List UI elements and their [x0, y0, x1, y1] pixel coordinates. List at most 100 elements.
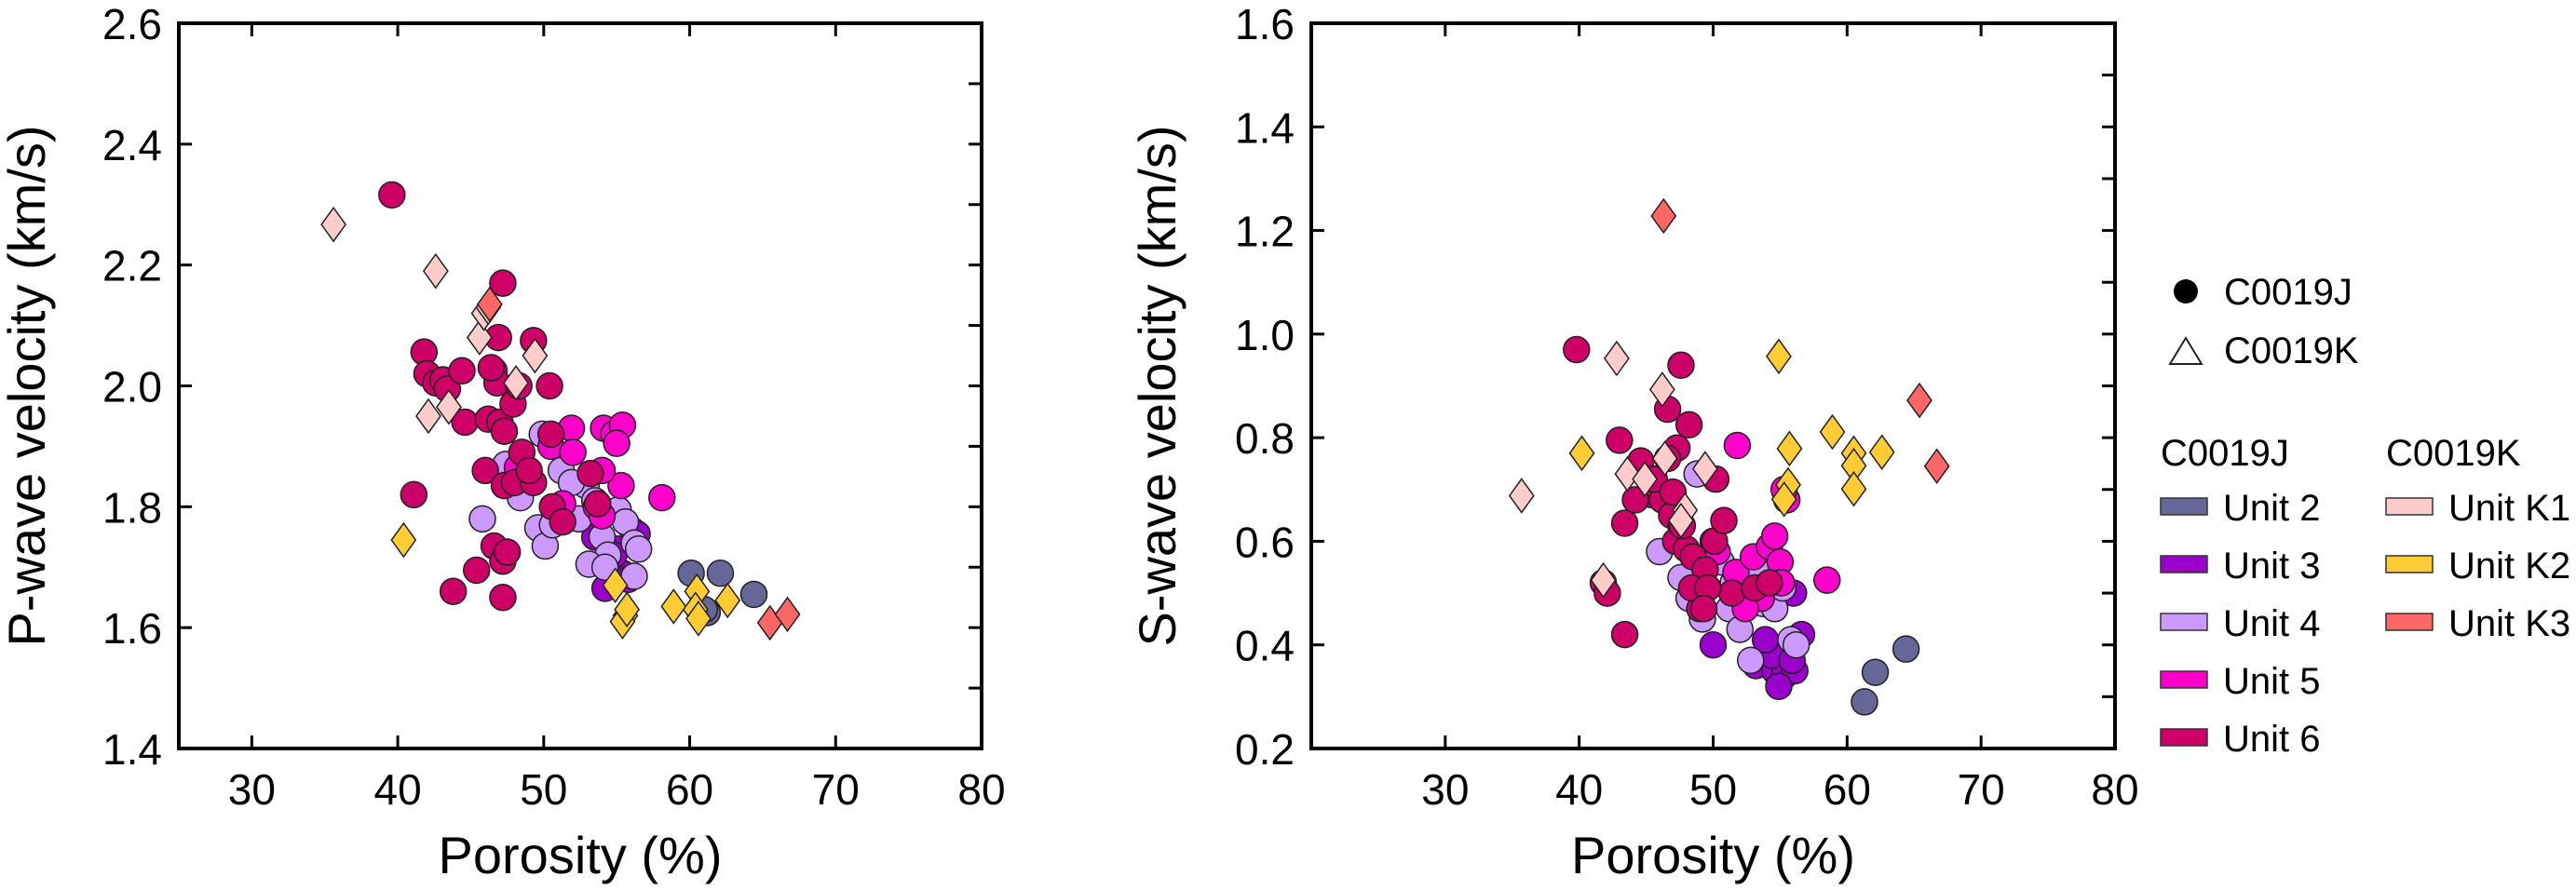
plot-frame [177, 21, 983, 750]
y-tick-label: 2.2 [102, 242, 162, 290]
data-point [1756, 569, 1783, 597]
legend-group-title: C0019K [2386, 433, 2521, 474]
data-point [1674, 411, 1703, 438]
y-tick-label: 2.0 [102, 363, 162, 411]
y-tick-label: 0.6 [1235, 518, 1295, 566]
data-point [1621, 486, 1649, 514]
data-point [1906, 382, 1932, 419]
series-unit-k3 [476, 286, 801, 641]
data-point [378, 181, 406, 209]
data-point [739, 580, 768, 609]
data-point [1868, 434, 1895, 471]
data-point [415, 398, 441, 435]
data-point [515, 456, 543, 485]
data-point [1508, 478, 1535, 514]
data-point [1765, 672, 1793, 700]
y-axis-title: P-wave velocity (km/s) [0, 125, 56, 646]
data-point [1651, 440, 1678, 477]
legend-group-title: C0019J [2161, 433, 2289, 474]
legend-marker-label-j: C0019J [2224, 272, 2352, 313]
data-point [489, 269, 517, 297]
data-point [439, 577, 468, 605]
x-tick-label: 30 [1421, 765, 1469, 814]
data-point [1610, 620, 1639, 649]
y-tick-label: 0.4 [1235, 622, 1295, 670]
s-wave-plot: 30 40 50 60 70 80 0.2 0.4 0.6 0.8 1.0 1.2 1.4 1.6 Poro… [1128, 0, 2139, 884]
data-point [1604, 340, 1630, 377]
data-point [648, 483, 676, 512]
x-tick-label: 50 [1689, 765, 1737, 814]
legend-swatch [2160, 497, 2208, 516]
data-point [477, 354, 506, 382]
data-point [1819, 413, 1846, 451]
data-point [462, 556, 491, 585]
legend-item-label: Unit 2 [2223, 488, 2321, 529]
legend-swatch [2385, 497, 2434, 516]
legend-unit-groups: C0019J Unit 2 Unit 3 Unit 4 Unit 5 Unit 6 C001… [2160, 433, 2570, 760]
y-tick-label: 0.2 [1235, 725, 1295, 774]
data-point [1770, 481, 1797, 518]
legend-marker-label-k: C0019K [2224, 330, 2359, 371]
data-point [1689, 595, 1718, 623]
data-point [1840, 470, 1867, 507]
legend-triangle-icon [2168, 336, 2203, 365]
legend-item-label: Unit K1 [2448, 488, 2570, 529]
data-point [1737, 646, 1765, 675]
y-tick-label: 2.6 [102, 0, 162, 48]
data-point [522, 337, 549, 374]
data-point [390, 521, 417, 559]
series-unit-k2 [1568, 338, 1895, 518]
x-tick-label: 70 [1958, 765, 2005, 814]
legend-item-label: Unit 5 [2223, 661, 2321, 702]
x-tick-label: 30 [228, 765, 276, 814]
data-point [1717, 579, 1746, 607]
data-point [1614, 455, 1641, 492]
data-point [584, 490, 612, 518]
data-point [471, 456, 499, 485]
y-tick-label: 2.4 [102, 121, 162, 169]
y-tick-label: 0.8 [1235, 414, 1295, 463]
data-point [1650, 197, 1677, 235]
data-point [320, 206, 347, 243]
data-point [1760, 522, 1789, 550]
y-tick-label: 1.0 [1235, 311, 1295, 359]
y-tick-label: 1.2 [1235, 208, 1295, 256]
data-point [1590, 561, 1617, 599]
data-point [660, 588, 687, 625]
data-point [1813, 566, 1841, 594]
x-tick-label: 50 [520, 765, 567, 814]
y-tick-label: 1.4 [1235, 103, 1295, 152]
series-unit-2 [1851, 635, 1920, 716]
y-tick-label: 1.8 [102, 483, 162, 532]
legend: C0019J C0019K C0019J Unit 2 Unit 3 Unit 4 Un… [2160, 272, 2570, 760]
data-point [1668, 502, 1694, 539]
series-unit-k2 [390, 521, 741, 640]
data-point [1659, 478, 1688, 506]
data-point [1861, 658, 1890, 686]
data-point [1723, 431, 1752, 460]
series-unit-k1 [1508, 340, 1718, 599]
y-tick-label: 1.6 [1235, 0, 1295, 48]
x-tick-label: 80 [957, 765, 1005, 814]
legend-item-label: Unit K2 [2448, 546, 2570, 587]
legend-swatch [2160, 613, 2208, 631]
legend-item-label: Unit K3 [2448, 603, 2570, 644]
data-point [624, 535, 653, 563]
data-point [489, 583, 517, 612]
legend-swatch [2385, 555, 2434, 573]
x-tick-label: 60 [1824, 765, 1871, 814]
series-unit-k3 [1650, 197, 1950, 485]
series-unit-3 [1699, 579, 1816, 700]
legend-circle-icon [2174, 279, 2198, 303]
data-point [1776, 430, 1803, 467]
data-point [476, 286, 503, 323]
data-point [603, 429, 630, 457]
data-point [1568, 435, 1595, 472]
data-point [1632, 461, 1659, 497]
x-axis-title: Porosity (%) [439, 826, 723, 884]
data-point [607, 471, 635, 500]
data-point [536, 371, 563, 400]
y-tick-label: 1.4 [102, 725, 162, 774]
data-point [1710, 506, 1738, 534]
